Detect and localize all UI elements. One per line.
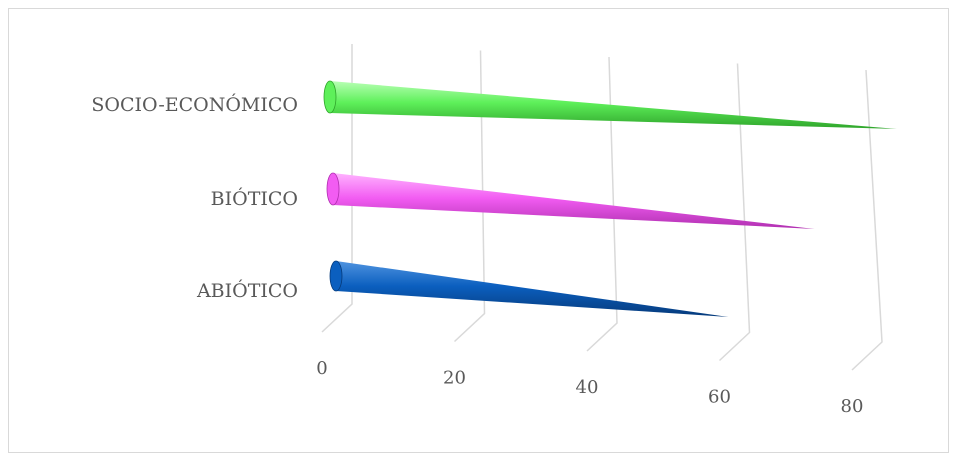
gridline-4 [851, 69, 883, 371]
category-label-1: ABIÓTICO [196, 279, 298, 302]
bar-1 [336, 261, 729, 317]
category-labels: ABIÓTICO BIÓTICO SOCIO-ECONÓMICO [91, 93, 298, 302]
tick-label-2: 40 [576, 377, 599, 398]
gridline-2 [586, 56, 618, 352]
tick-label-0: 0 [316, 358, 327, 379]
tick-labels: 0 20 40 60 80 [316, 358, 863, 417]
gridline-0 [321, 44, 353, 333]
category-label-2: BIÓTICO [211, 187, 298, 210]
gridline-1 [453, 50, 486, 343]
bar-base-3 [323, 80, 337, 114]
gridline-3 [718, 63, 751, 362]
bar-2 [333, 173, 815, 229]
tick-label-1: 20 [443, 368, 466, 389]
tick-label-3: 60 [708, 387, 731, 408]
bar-base-2 [326, 172, 340, 206]
bar-base-1 [329, 260, 343, 292]
category-label-3: SOCIO-ECONÓMICO [91, 93, 298, 116]
gridlines [321, 44, 883, 371]
bar-3 [330, 81, 897, 129]
tick-label-4: 80 [841, 396, 864, 417]
bars [323, 80, 897, 317]
chart-frame [8, 8, 949, 453]
